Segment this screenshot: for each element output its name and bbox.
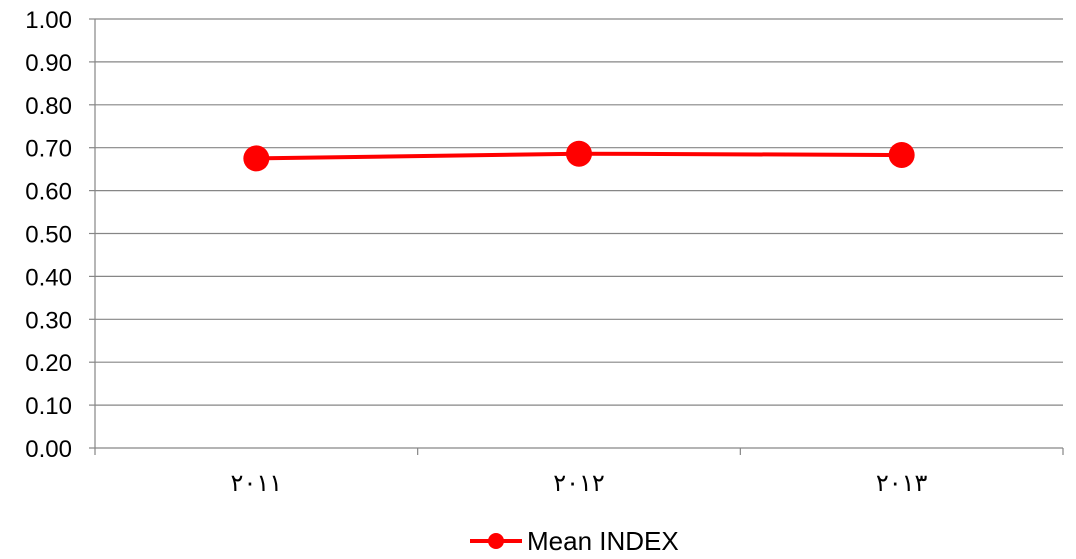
gridlines — [95, 18, 1063, 406]
y-tick-label: 0.60 — [25, 179, 72, 206]
data-point — [566, 140, 592, 167]
data-point — [243, 145, 270, 172]
y-tick-label: 1.00 — [25, 7, 72, 34]
y-tick-label: 0.20 — [25, 350, 72, 377]
y-tick-label: 0.10 — [25, 393, 72, 420]
data-point — [888, 141, 915, 168]
legend: Mean INDEX — [470, 526, 679, 556]
legend-label: Mean INDEX — [527, 526, 679, 556]
y-tick-label: 0.00 — [25, 436, 72, 463]
legend-marker-swatch — [488, 533, 504, 549]
x-tick-label: ٢٠١٣ — [876, 469, 928, 497]
axes — [89, 18, 1064, 455]
y-tick-label: 0.30 — [25, 307, 72, 334]
y-tick-label: 0.70 — [25, 136, 72, 163]
y-tick-label: 0.90 — [25, 50, 72, 77]
x-tick-label: ٢٠١١ — [231, 469, 283, 497]
x-tick-label: ٢٠١٢ — [553, 469, 605, 497]
series-group — [243, 140, 915, 172]
x-axis-tick-labels: ٢٠١١ ٢٠١٢ ٢٠١٣ — [231, 469, 928, 497]
y-tick-label: 0.80 — [25, 93, 72, 120]
y-axis-tick-labels: 0.00 0.10 0.20 0.30 0.40 0.50 0.60 0.70 0.80 0.90… — [25, 7, 72, 463]
y-tick-label: 0.50 — [25, 222, 72, 249]
y-tick-label: 0.40 — [25, 264, 72, 291]
